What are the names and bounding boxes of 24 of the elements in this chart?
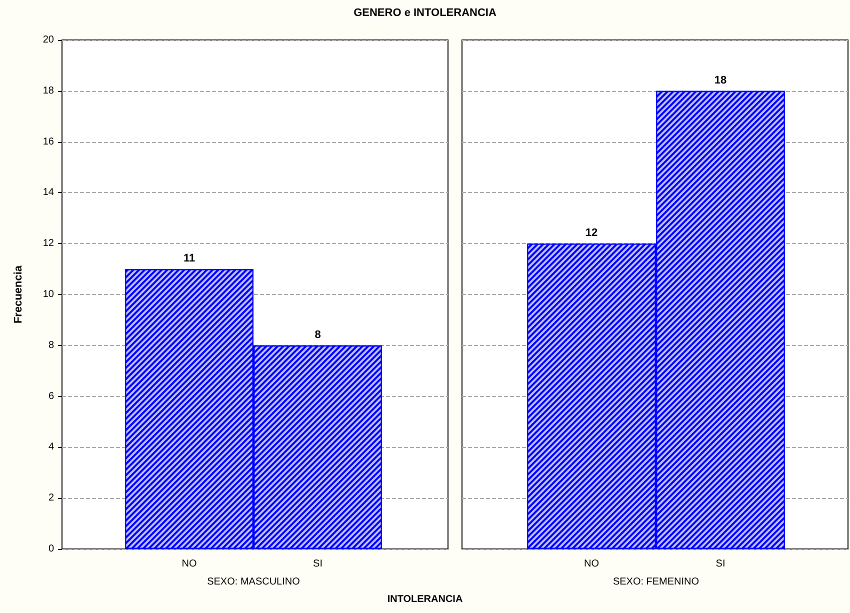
y-tick-label: 0 (48, 544, 54, 554)
data-label: 12 (585, 227, 598, 240)
data-label: 11 (183, 252, 196, 265)
y-tick-label: 8 (48, 340, 54, 351)
text: INTOLERANCIA (386, 594, 464, 605)
y-axis-title: Frecuencia (12, 264, 24, 324)
x-tick-label: NO (584, 558, 600, 570)
y-tick-label: 16 (42, 136, 54, 148)
data-label: 18 (714, 74, 727, 86)
x-tick-label: NO (182, 558, 197, 570)
x-tick-label: SI (313, 558, 322, 570)
y-tick-label: 6 (48, 390, 54, 402)
x-axis-title: SEXO: MASCULINO (207, 576, 300, 588)
y-tick-label: 12 (42, 238, 54, 250)
y-tick-label: 4 (48, 442, 54, 453)
x-tick-label: SI (716, 558, 726, 570)
y-tick-label: 14 (42, 187, 54, 198)
y-tick-label: 10 (42, 289, 54, 300)
y-tick-label: 20 (42, 34, 54, 46)
y-tick-label: 2 (48, 492, 54, 504)
x-axis-title: SEXO: FEMENINO (612, 576, 700, 588)
y-tick-label: 18 (42, 85, 54, 96)
chart-title: GENERO e INTOLERANCIA (352, 7, 498, 19)
data-label: 8 (314, 328, 321, 341)
